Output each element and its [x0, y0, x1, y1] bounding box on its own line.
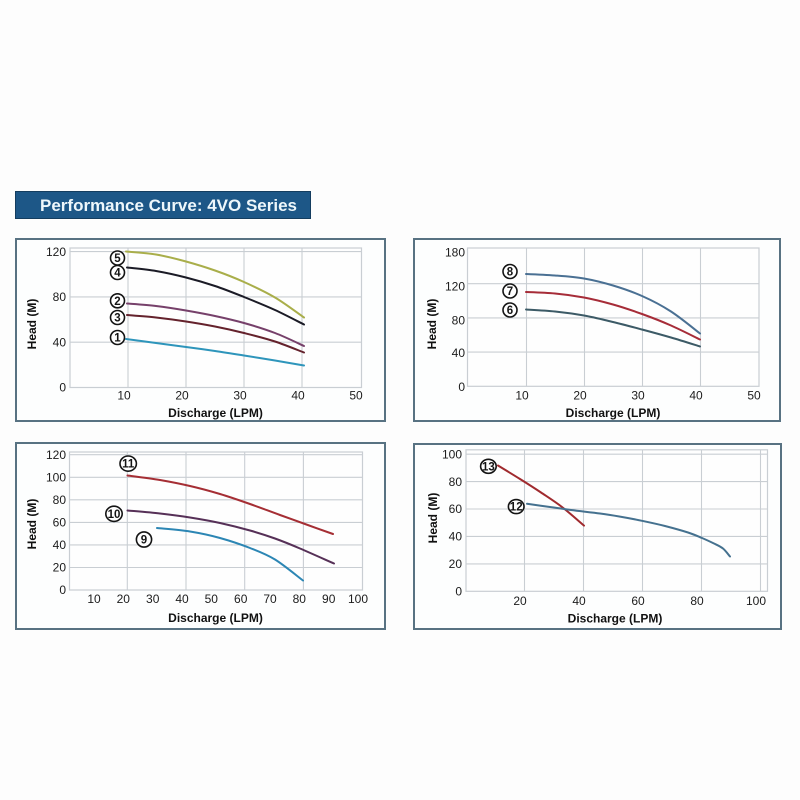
svg-text:Head (M): Head (M) — [426, 493, 440, 544]
svg-text:20: 20 — [175, 389, 189, 403]
svg-text:0: 0 — [59, 381, 66, 395]
svg-text:60: 60 — [449, 502, 463, 516]
svg-text:Head (M): Head (M) — [25, 299, 39, 350]
svg-text:6: 6 — [507, 305, 513, 317]
svg-text:40: 40 — [572, 594, 586, 608]
svg-text:20: 20 — [53, 561, 67, 575]
svg-text:40: 40 — [53, 538, 67, 552]
svg-text:7: 7 — [507, 286, 513, 298]
svg-text:20: 20 — [117, 592, 131, 606]
svg-text:120: 120 — [46, 448, 66, 462]
svg-text:100: 100 — [46, 471, 66, 485]
svg-text:Head (M): Head (M) — [25, 499, 39, 550]
svg-text:Discharge (LPM): Discharge (LPM) — [568, 611, 663, 625]
svg-text:8: 8 — [507, 267, 514, 279]
svg-text:40: 40 — [291, 389, 305, 403]
svg-text:4: 4 — [114, 268, 121, 280]
svg-text:11: 11 — [122, 459, 135, 471]
svg-text:40: 40 — [175, 592, 189, 606]
svg-text:12: 12 — [510, 502, 523, 514]
svg-text:90: 90 — [322, 592, 336, 606]
svg-text:Discharge (LPM): Discharge (LPM) — [566, 406, 661, 420]
svg-text:3: 3 — [114, 313, 120, 325]
svg-text:40: 40 — [53, 335, 67, 349]
svg-text:30: 30 — [233, 389, 247, 403]
svg-text:70: 70 — [263, 592, 277, 606]
svg-text:60: 60 — [53, 516, 67, 530]
svg-text:10: 10 — [108, 509, 121, 521]
svg-text:100: 100 — [348, 592, 368, 606]
svg-text:0: 0 — [455, 585, 462, 599]
svg-text:60: 60 — [234, 592, 248, 606]
svg-text:60: 60 — [631, 594, 645, 608]
svg-text:80: 80 — [452, 314, 466, 328]
svg-text:80: 80 — [53, 290, 67, 304]
svg-text:50: 50 — [747, 389, 761, 403]
svg-text:10: 10 — [117, 389, 131, 403]
svg-text:10: 10 — [515, 389, 529, 403]
svg-text:80: 80 — [53, 493, 67, 507]
svg-text:30: 30 — [631, 389, 645, 403]
svg-text:5: 5 — [114, 253, 121, 265]
svg-text:120: 120 — [445, 280, 465, 294]
svg-text:80: 80 — [293, 592, 307, 606]
svg-text:13: 13 — [482, 461, 495, 473]
svg-text:20: 20 — [573, 389, 587, 403]
svg-text:180: 180 — [445, 246, 465, 260]
svg-text:9: 9 — [141, 535, 147, 547]
svg-text:80: 80 — [690, 594, 704, 608]
svg-text:100: 100 — [442, 447, 462, 461]
svg-text:40: 40 — [689, 389, 703, 403]
svg-text:20: 20 — [513, 594, 527, 608]
svg-text:50: 50 — [205, 592, 219, 606]
svg-text:10: 10 — [87, 592, 101, 606]
svg-text:50: 50 — [349, 389, 363, 403]
svg-text:0: 0 — [59, 583, 66, 597]
svg-text:40: 40 — [449, 530, 463, 544]
svg-text:20: 20 — [449, 557, 463, 571]
svg-text:2: 2 — [114, 296, 120, 308]
svg-text:Discharge (LPM): Discharge (LPM) — [168, 611, 263, 625]
svg-text:Discharge (LPM): Discharge (LPM) — [168, 406, 263, 420]
svg-text:Head (M): Head (M) — [425, 299, 439, 350]
svg-text:80: 80 — [449, 475, 463, 489]
svg-text:30: 30 — [146, 592, 160, 606]
svg-text:120: 120 — [46, 245, 66, 259]
svg-text:40: 40 — [452, 346, 466, 360]
svg-text:100: 100 — [746, 594, 766, 608]
svg-text:1: 1 — [114, 333, 121, 345]
svg-text:0: 0 — [458, 380, 465, 394]
